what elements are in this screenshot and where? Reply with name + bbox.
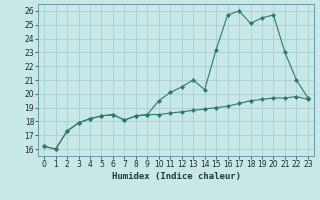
X-axis label: Humidex (Indice chaleur): Humidex (Indice chaleur) (111, 172, 241, 181)
